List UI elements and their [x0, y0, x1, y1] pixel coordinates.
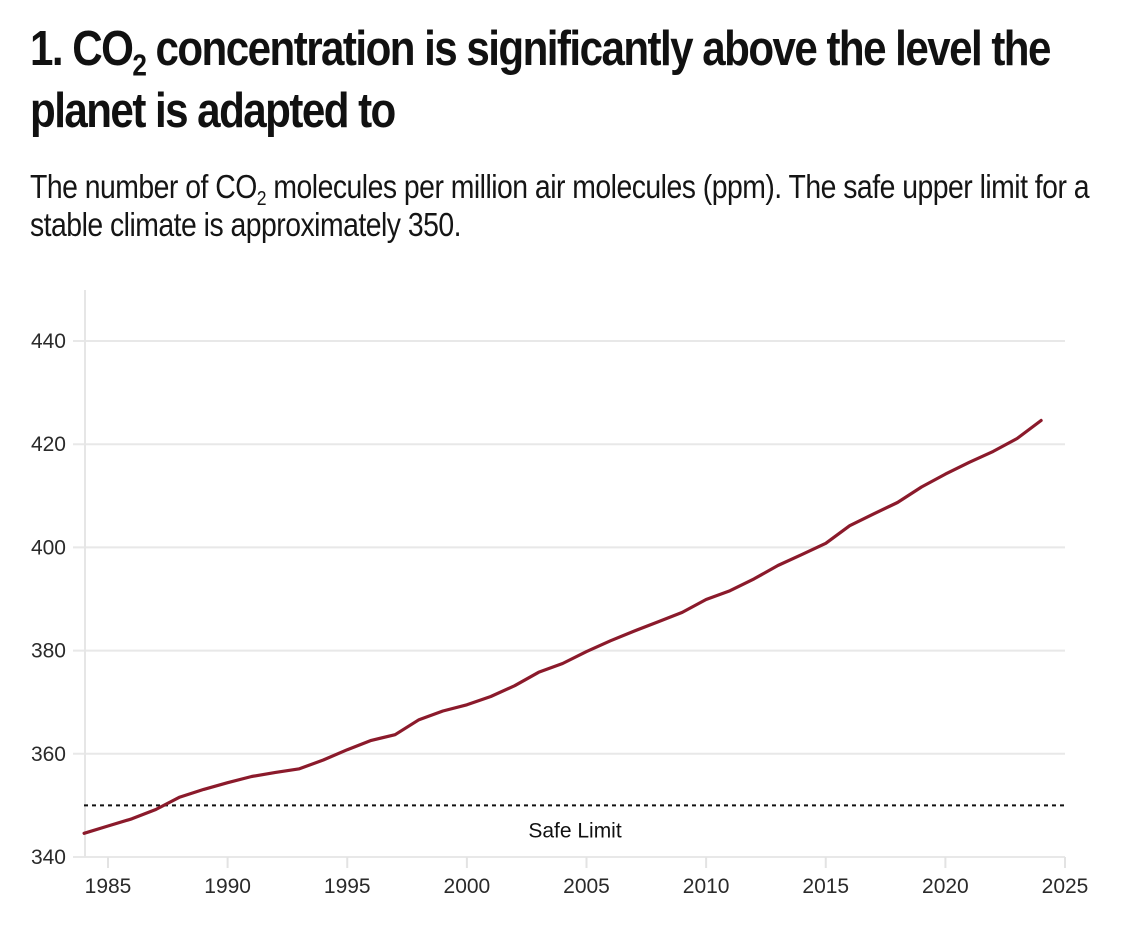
x-tick-label: 2000 [444, 875, 491, 898]
y-tick-label: 340 [31, 846, 66, 869]
safe-limit-label: Safe Limit [528, 819, 622, 842]
y-tick-label: 380 [31, 640, 66, 663]
y-tick-label: 360 [31, 743, 66, 766]
x-tick-label: 2005 [563, 875, 610, 898]
reference-lines: Safe Limit [84, 804, 1065, 842]
subtitle-prefix: The number of CO [30, 168, 257, 205]
y-axis-ticks: 340 360 380 400 420 440 [31, 330, 66, 869]
series-layer [82, 418, 1043, 835]
title-subscript: 2 [132, 48, 147, 83]
subtitle-suffix: molecules per million air molecules (ppm… [30, 168, 1090, 243]
x-tick-label: 2015 [802, 875, 849, 898]
x-tick-label: 1990 [204, 875, 251, 898]
title-suffix: concentration is significantly above the… [30, 22, 1051, 138]
chart-subtitle: The number of CO2 molecules per million … [30, 168, 1114, 244]
title-prefix: 1. CO [30, 22, 134, 76]
x-axis-ticks: 1985 1990 1995 2000 2005 2010 2015 2020 2025 [85, 857, 1089, 898]
y-tick-label: 420 [31, 433, 66, 456]
x-tick-label: 1995 [324, 875, 371, 898]
x-tick-label: 2020 [922, 875, 969, 898]
x-tick-label: 1985 [85, 875, 132, 898]
y-tick-label: 400 [31, 536, 66, 559]
co2-series-line [82, 418, 1043, 835]
chart-title: 1. CO2 concentration is significantly ab… [30, 18, 1114, 142]
y-tick-label: 440 [31, 330, 66, 353]
gridlines [73, 340, 1065, 858]
x-tick-label: 2010 [683, 875, 730, 898]
subtitle-subscript: 2 [256, 187, 267, 211]
x-tick-label: 2025 [1042, 875, 1089, 898]
